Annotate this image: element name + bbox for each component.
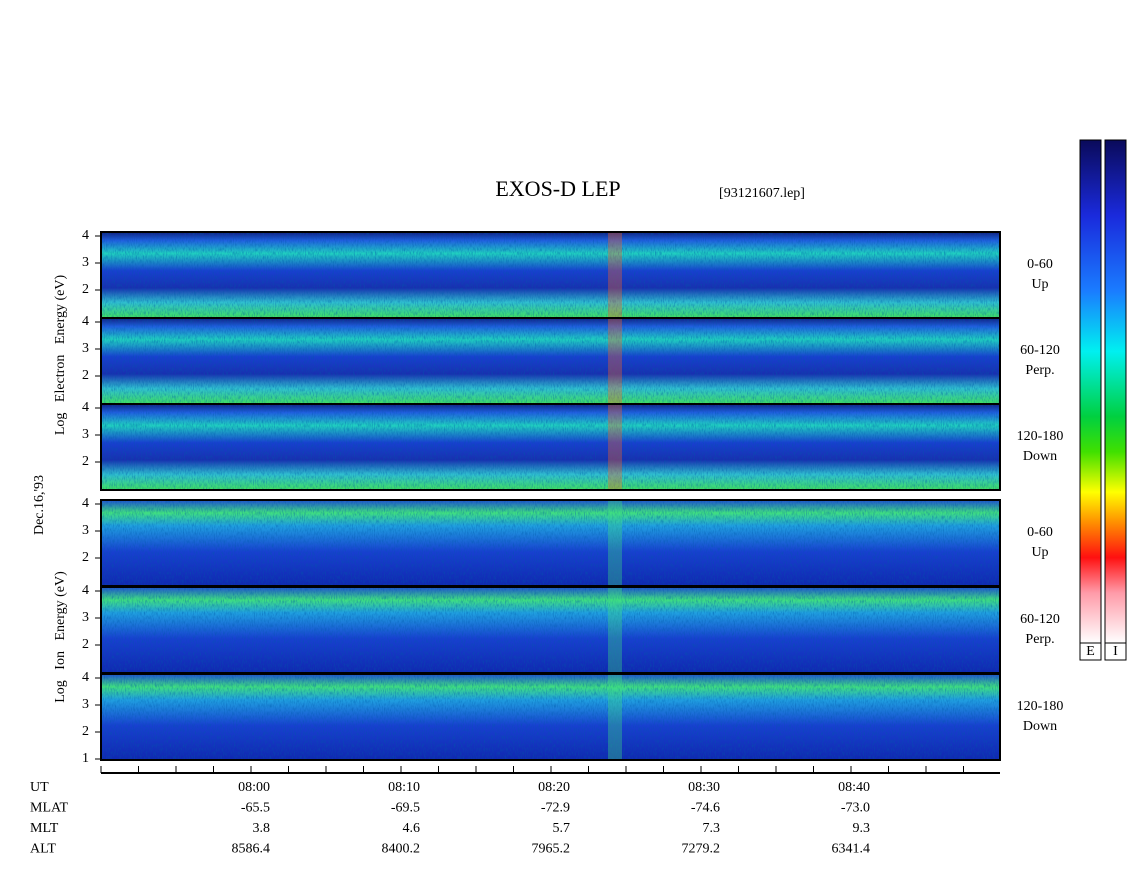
row-value: -65.5 [241,801,270,816]
y-tick-label: 3 [82,341,89,356]
y-tick-label: 4 [82,400,89,415]
panel-label: Perp. [1025,363,1054,378]
spectrogram-noise [101,674,1000,760]
row-value: 4.6 [403,821,421,836]
row-value: 8400.2 [382,842,421,857]
row-value: 08:00 [238,780,270,795]
electron-axis-label: Log Electron Energy (eV) [53,275,68,436]
spectrogram-noise [101,500,1000,586]
y-tick-label: 3 [82,427,89,442]
panel-label: 120-180 [1017,429,1064,444]
row-name: MLT [30,821,59,836]
row-value: 08:40 [838,780,870,795]
y-tick-label: 4 [82,228,89,243]
spectrogram-noise [101,404,1000,490]
event-stripe [608,674,622,760]
y-tick-label: 4 [82,583,89,598]
y-tick-label: 2 [82,637,89,652]
panel-label: Down [1023,449,1057,464]
y-tick-label: 3 [82,610,89,625]
panel-label: Perp. [1025,632,1054,647]
row-value: -69.5 [391,801,420,816]
panel-label: 0-60 [1027,525,1053,540]
colorbar-label-box [1104,642,1127,661]
labels: EXOS-D LEP [93121607.lep] Dec.16,'93 Log… [30,139,1127,857]
row-value: -74.6 [691,801,720,816]
date: Dec.16,'93 [32,475,47,535]
row-value: 08:30 [688,780,720,795]
spectrogram-noise [101,587,1000,673]
event-stripe [608,404,622,490]
row-value: 3.8 [253,821,271,836]
row-value: 6341.4 [832,842,871,857]
colorbar-label-box [1079,642,1102,661]
y-tick-label: 2 [82,282,89,297]
panel-label: 60-120 [1020,343,1060,358]
panel-frame [100,673,1001,761]
ion-axis-label: Log Ion Energy (eV) [53,571,68,703]
row-value: -72.9 [541,801,570,816]
title: EXOS-D LEP [495,176,620,201]
panel-label: 0-60 [1027,257,1053,272]
panel-label: Up [1031,277,1048,292]
y-tick-label: 1 [82,751,89,766]
y-tick-label: 4 [82,314,89,329]
row-value: 7965.2 [532,842,571,857]
y-tick-label: 3 [82,523,89,538]
row-value: 5.7 [553,821,571,836]
row-value: 9.3 [853,821,871,836]
panel-label: 120-180 [1017,699,1064,714]
row-value: 7279.2 [682,842,721,857]
spectrogram-noise [101,318,1000,404]
y-tick-label: 3 [82,697,89,712]
row-name: ALT [30,842,56,857]
y-tick-label: 3 [82,255,89,270]
y-tick-label: 2 [82,724,89,739]
y-tick-label: 2 [82,550,89,565]
row-value: 08:10 [388,780,420,795]
y-tick-label: 4 [82,670,89,685]
y-tick-label: 2 [82,454,89,469]
file-name: [93121607.lep] [719,186,805,201]
colorbar [1104,139,1127,644]
panel-label: Up [1031,545,1048,560]
row-name: MLAT [30,801,69,816]
row-value: 08:20 [538,780,570,795]
event-stripe [608,500,622,586]
spectrogram-panels [100,231,1001,761]
row-value: 7.3 [703,821,721,836]
event-stripe [608,232,622,318]
panel-label: 60-120 [1020,612,1060,627]
event-stripe [608,587,622,673]
colorbar [1079,139,1102,644]
event-stripe [608,318,622,404]
y-tick-label: 4 [82,496,89,511]
row-value: 8586.4 [232,842,271,857]
row-value: -73.0 [841,801,870,816]
colorbar-label: I [1113,644,1118,659]
colorbar-label: E [1086,644,1095,659]
panel-label: Down [1023,719,1057,734]
y-tick-label: 2 [82,368,89,383]
spectrogram-noise [101,232,1000,318]
panel-frame [100,403,1001,491]
row-name: UT [30,780,49,795]
